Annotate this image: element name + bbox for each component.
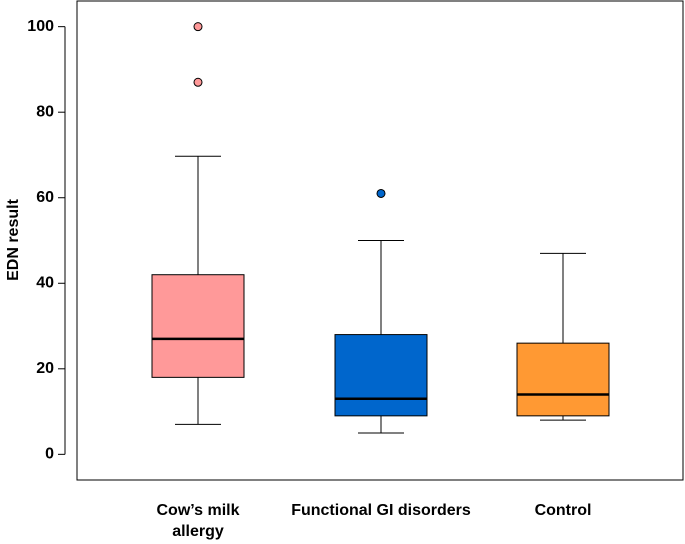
x-tick-label: allergy — [172, 523, 224, 540]
outlier-point — [193, 22, 203, 32]
y-tick-label: 20 — [36, 360, 54, 377]
box-series — [151, 22, 610, 434]
box-iqr — [516, 342, 610, 417]
x-axis-labels: Cow’s milk allergy Functional GI disorders… — [157, 502, 592, 540]
y-tick-label: 40 — [36, 274, 54, 291]
box-iqr — [334, 334, 428, 417]
x-tick-label: Functional GI disorders — [291, 502, 471, 519]
outlier-point — [376, 188, 386, 198]
outlier-point — [193, 77, 203, 87]
x-tick-label: Cow’s milk — [157, 502, 240, 519]
box-group — [334, 188, 428, 434]
y-tick-label: 0 — [45, 446, 54, 463]
y-axis: 0 20 40 60 80 100 — [27, 18, 66, 463]
y-tick-label: 60 — [36, 189, 54, 206]
box-group — [151, 22, 245, 425]
y-tick-label: 80 — [36, 103, 54, 120]
y-tick-label: 100 — [27, 18, 54, 35]
x-tick-label: Control — [535, 502, 592, 519]
box-group — [516, 252, 610, 421]
box-iqr — [151, 274, 245, 378]
y-axis-title: EDN result — [5, 198, 22, 280]
plot-frame — [76, 0, 684, 481]
